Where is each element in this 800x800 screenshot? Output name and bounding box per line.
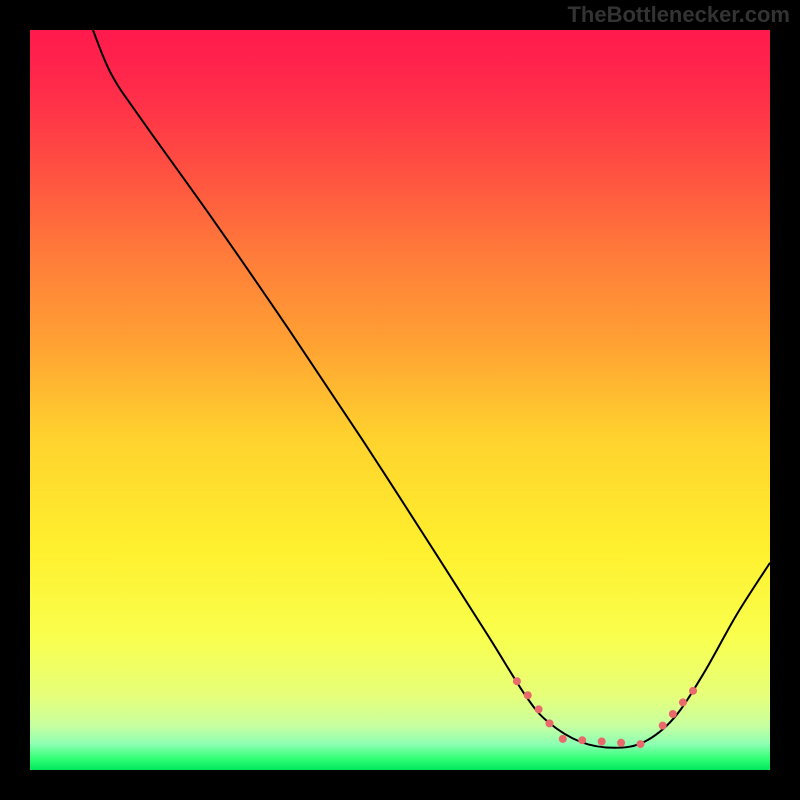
band-dot [637,740,645,748]
band-dot [545,719,553,727]
band-dot [578,736,586,744]
band-dot [524,691,532,699]
band-dot [535,705,543,713]
chart-svg [30,30,770,770]
band-dot [513,677,521,685]
band-dot [689,687,697,695]
band-dot [669,710,677,718]
plot-area [30,30,770,770]
chart-container: TheBottlenecker.com [0,0,800,800]
band-dot [598,738,606,746]
gradient-background [30,30,770,770]
band-dot [679,698,687,706]
band-dot [559,735,567,743]
watermark-text: TheBottlenecker.com [567,2,790,28]
band-dot [659,722,667,730]
band-dot [617,739,625,747]
